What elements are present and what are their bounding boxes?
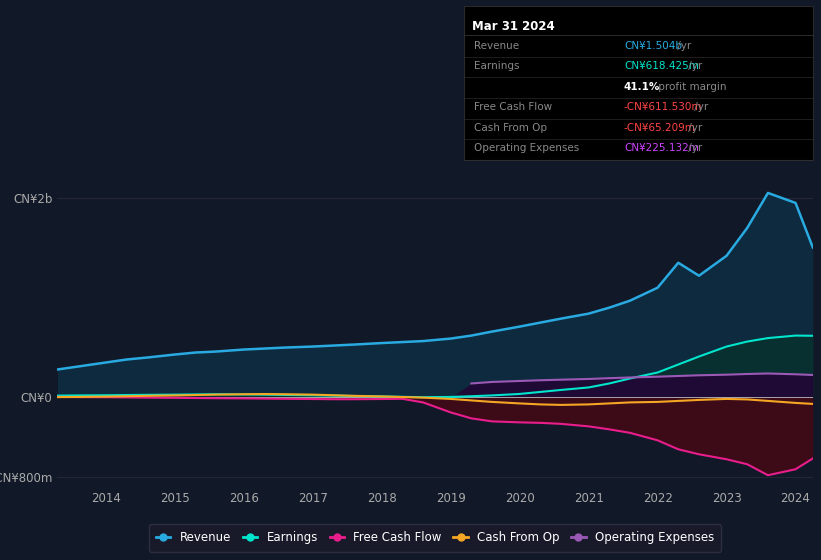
- Text: CN¥225.132m: CN¥225.132m: [624, 143, 699, 153]
- Text: /yr: /yr: [674, 41, 691, 50]
- Text: /yr: /yr: [691, 102, 709, 112]
- Text: Revenue: Revenue: [474, 41, 519, 50]
- Text: Mar 31 2024: Mar 31 2024: [472, 20, 555, 34]
- Text: /yr: /yr: [686, 143, 703, 153]
- Text: 41.1%: 41.1%: [624, 82, 660, 92]
- Text: -CN¥65.209m: -CN¥65.209m: [624, 123, 696, 133]
- Text: /yr: /yr: [686, 123, 703, 133]
- Text: CN¥618.425m: CN¥618.425m: [624, 61, 699, 71]
- Text: CN¥1.504b: CN¥1.504b: [624, 41, 682, 50]
- Text: profit margin: profit margin: [655, 82, 727, 92]
- Text: Cash From Op: Cash From Op: [474, 123, 547, 133]
- Text: -CN¥611.530m: -CN¥611.530m: [624, 102, 703, 112]
- Text: /yr: /yr: [686, 61, 703, 71]
- Legend: Revenue, Earnings, Free Cash Flow, Cash From Op, Operating Expenses: Revenue, Earnings, Free Cash Flow, Cash …: [149, 524, 722, 552]
- Text: Free Cash Flow: Free Cash Flow: [474, 102, 552, 112]
- Text: Operating Expenses: Operating Expenses: [474, 143, 579, 153]
- Text: Earnings: Earnings: [474, 61, 519, 71]
